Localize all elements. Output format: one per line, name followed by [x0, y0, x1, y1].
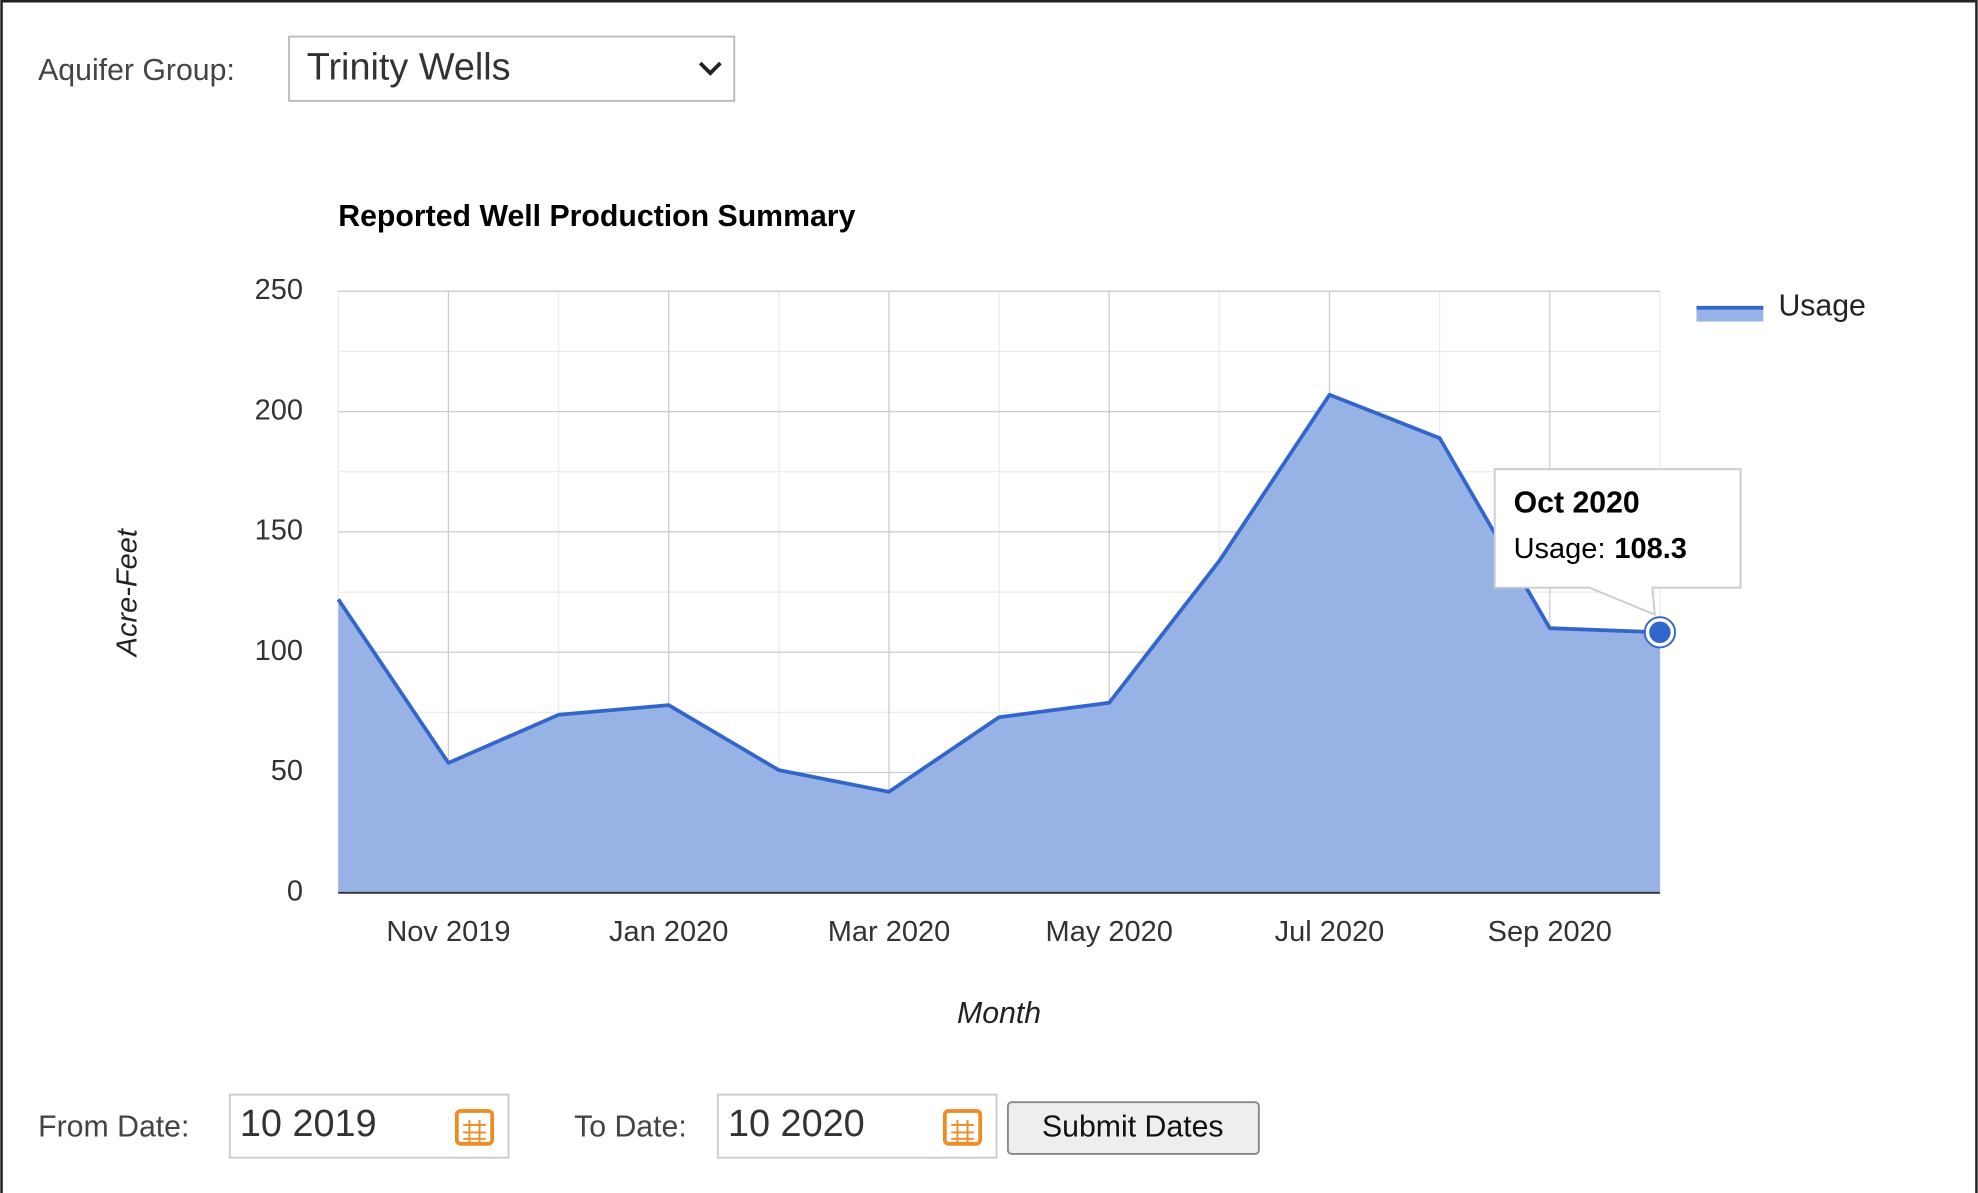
- tooltip-box: [1493, 468, 1742, 617]
- calendar-icon[interactable]: [454, 1109, 495, 1146]
- calendar-grid[interactable]: [951, 1119, 974, 1143]
- y-tick-label: 0: [287, 876, 303, 908]
- tooltip-value: 108.3: [1614, 532, 1687, 564]
- chart-title: Reported Well Production Summary: [338, 200, 855, 233]
- button-label[interactable]: Submit Dates: [1042, 1111, 1224, 1144]
- aquifer-label: Aquifer Group:: [38, 54, 235, 87]
- x-tick-label: Jan 2020: [609, 916, 728, 948]
- tooltip-title: Oct 2020: [1514, 486, 1640, 519]
- calendar-icon[interactable]: [942, 1109, 983, 1146]
- area-fill: [338, 394, 1660, 893]
- y-tick-label: 50: [271, 755, 303, 787]
- y-tick-label: 200: [255, 394, 303, 426]
- chevron[interactable]: [698, 61, 722, 76]
- to-label: To Date:: [574, 1111, 687, 1144]
- x-tick-label: Nov 2019: [386, 916, 510, 948]
- tooltip-text: Usage: 108.3: [1514, 532, 1687, 564]
- x-tick-label: Mar 2020: [828, 916, 951, 948]
- legend-label: Usage: [1778, 290, 1865, 323]
- highlight-point: [1645, 617, 1675, 647]
- x-tick-label: Sep 2020: [1488, 916, 1612, 948]
- y-tick-label: 100: [255, 635, 303, 667]
- x-axis-title: Month: [957, 997, 1041, 1030]
- button-box[interactable]: [1006, 1101, 1260, 1155]
- y-tick-label: 150: [255, 515, 303, 547]
- aquifer-select[interactable]: Trinity Wells: [288, 35, 736, 102]
- y-axis-title: Acre-Feet: [112, 527, 144, 658]
- from-input[interactable]: 10 2019: [228, 1093, 510, 1159]
- input-value[interactable]: 10 2019: [240, 1103, 377, 1145]
- calendar-grid[interactable]: [463, 1119, 486, 1143]
- x-tick-label: May 2020: [1046, 916, 1173, 948]
- highlight-ring: [1643, 616, 1676, 649]
- select-box[interactable]: [288, 35, 736, 102]
- tooltip-label: Usage:: [1514, 532, 1606, 564]
- to-input[interactable]: 10 2020: [716, 1093, 998, 1159]
- input-value[interactable]: 10 2020: [728, 1103, 865, 1145]
- x-tick-label: Jul 2020: [1275, 916, 1385, 948]
- plot: 0 50 100 150 200 250 Nov 2019 Jan 2020 Mar 2020 M…: [255, 274, 1866, 948]
- line: [336, 392, 1660, 794]
- from-label: From Date:: [38, 1111, 189, 1144]
- legend-swatch: [1696, 306, 1764, 322]
- select-value[interactable]: Trinity Wells: [307, 46, 511, 88]
- submit-button[interactable]: Submit Dates: [1006, 1101, 1260, 1155]
- y-tick-label: 250: [255, 274, 303, 306]
